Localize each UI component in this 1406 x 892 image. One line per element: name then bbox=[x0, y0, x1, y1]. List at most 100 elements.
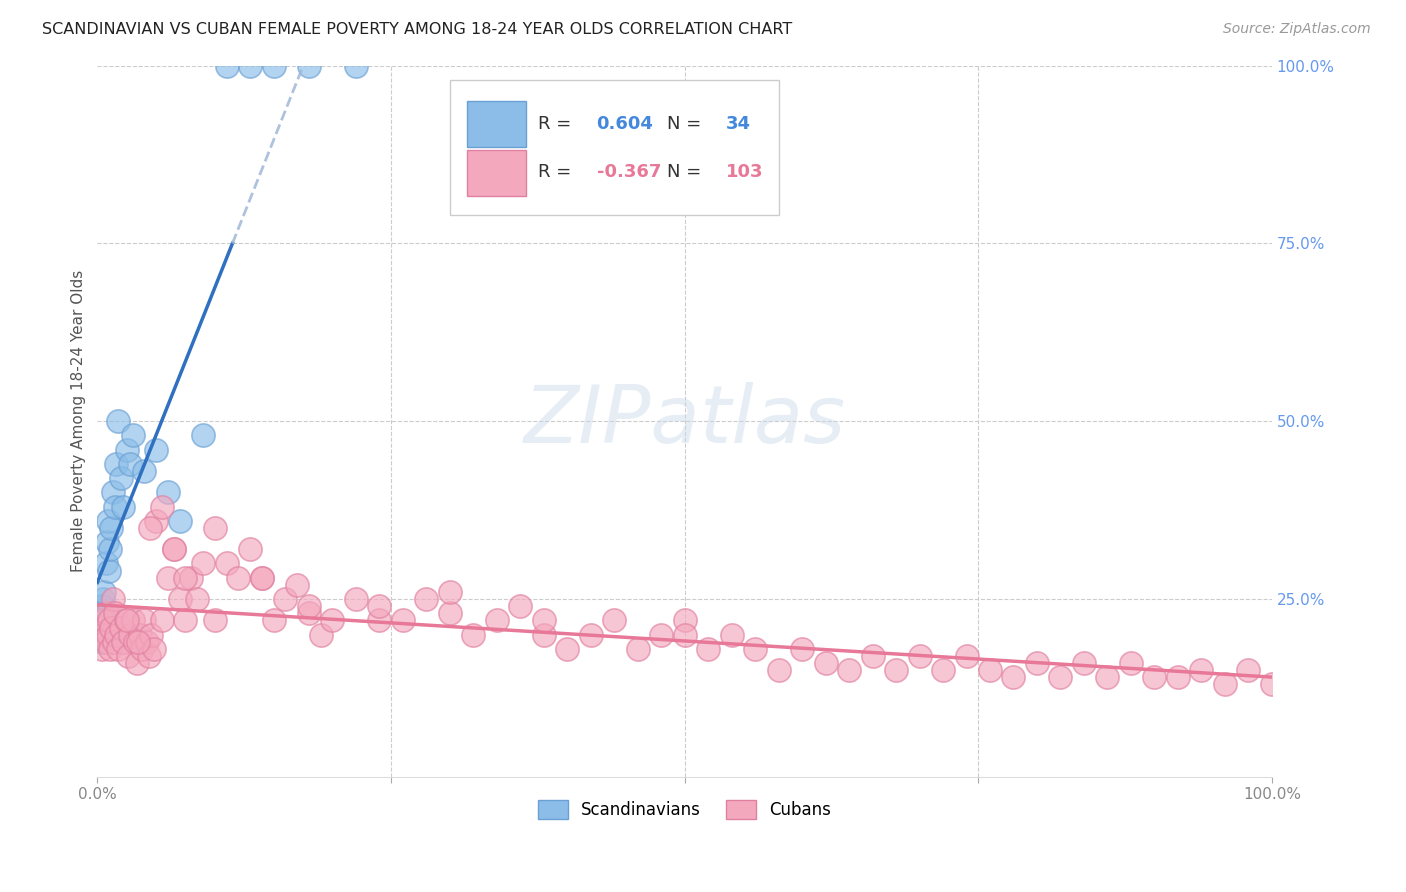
Point bbox=[250, 571, 273, 585]
Point bbox=[138, 648, 160, 663]
Point bbox=[98, 542, 121, 557]
Text: R =: R = bbox=[538, 163, 576, 181]
Point bbox=[91, 634, 114, 648]
Point bbox=[191, 557, 214, 571]
Point bbox=[485, 614, 508, 628]
Point bbox=[344, 592, 367, 607]
Point bbox=[250, 571, 273, 585]
Point bbox=[98, 564, 121, 578]
Point bbox=[128, 627, 150, 641]
Point bbox=[274, 592, 297, 607]
Point bbox=[650, 627, 672, 641]
Point bbox=[321, 614, 343, 628]
Point bbox=[103, 634, 125, 648]
FancyBboxPatch shape bbox=[467, 101, 526, 147]
Point bbox=[142, 641, 165, 656]
Point bbox=[139, 521, 162, 535]
Text: 103: 103 bbox=[725, 163, 763, 181]
Point bbox=[90, 607, 112, 621]
Point bbox=[163, 542, 186, 557]
Point bbox=[1049, 670, 1071, 684]
Text: -0.367: -0.367 bbox=[596, 163, 661, 181]
Point bbox=[285, 578, 308, 592]
Legend: Scandinavians, Cubans: Scandinavians, Cubans bbox=[531, 793, 838, 825]
Point bbox=[298, 59, 321, 73]
Point bbox=[127, 656, 149, 670]
Point bbox=[131, 641, 153, 656]
Point bbox=[98, 614, 121, 628]
Text: 34: 34 bbox=[725, 115, 751, 133]
FancyBboxPatch shape bbox=[450, 79, 779, 215]
Point bbox=[93, 585, 115, 599]
Point bbox=[110, 471, 132, 485]
Point bbox=[673, 627, 696, 641]
Point bbox=[1026, 656, 1049, 670]
Point bbox=[134, 614, 156, 628]
Point bbox=[862, 648, 884, 663]
Point bbox=[112, 634, 135, 648]
Point bbox=[932, 663, 955, 677]
Point bbox=[1097, 670, 1119, 684]
Point bbox=[101, 592, 124, 607]
Point bbox=[768, 663, 790, 677]
Point bbox=[134, 464, 156, 478]
Point bbox=[91, 641, 114, 656]
Point bbox=[97, 627, 120, 641]
Point bbox=[115, 614, 138, 628]
Point bbox=[156, 485, 179, 500]
Point bbox=[96, 535, 118, 549]
Point bbox=[100, 521, 122, 535]
Point bbox=[91, 599, 114, 614]
Point bbox=[979, 663, 1001, 677]
Point bbox=[1119, 656, 1142, 670]
Point bbox=[156, 571, 179, 585]
Point bbox=[1213, 677, 1236, 691]
Point bbox=[174, 614, 197, 628]
Point bbox=[239, 542, 262, 557]
Point bbox=[124, 634, 146, 648]
Point bbox=[790, 641, 813, 656]
Point bbox=[145, 514, 167, 528]
Point bbox=[204, 614, 226, 628]
Point bbox=[720, 627, 742, 641]
Point bbox=[91, 592, 114, 607]
Text: Source: ZipAtlas.com: Source: ZipAtlas.com bbox=[1223, 22, 1371, 37]
Point bbox=[163, 542, 186, 557]
Point bbox=[96, 607, 118, 621]
Point bbox=[186, 592, 208, 607]
Point bbox=[1237, 663, 1260, 677]
Point bbox=[110, 620, 132, 634]
Point bbox=[744, 641, 766, 656]
Point bbox=[627, 641, 650, 656]
Point bbox=[114, 614, 136, 628]
Point bbox=[105, 457, 128, 471]
Point bbox=[145, 442, 167, 457]
Point bbox=[1073, 656, 1095, 670]
Point bbox=[150, 500, 173, 514]
Point bbox=[174, 571, 197, 585]
Point bbox=[533, 614, 555, 628]
FancyBboxPatch shape bbox=[467, 150, 526, 195]
Point bbox=[509, 599, 531, 614]
Point bbox=[391, 614, 413, 628]
Point bbox=[215, 557, 238, 571]
Point bbox=[107, 414, 129, 428]
Point bbox=[98, 641, 121, 656]
Point bbox=[298, 599, 321, 614]
Text: ZIPatlas: ZIPatlas bbox=[523, 383, 845, 460]
Point bbox=[1143, 670, 1166, 684]
Point bbox=[1261, 677, 1284, 691]
Point bbox=[127, 634, 149, 648]
Point bbox=[439, 585, 461, 599]
Point bbox=[169, 592, 191, 607]
Point bbox=[955, 648, 977, 663]
Point bbox=[107, 641, 129, 656]
Point bbox=[908, 648, 931, 663]
Point bbox=[117, 648, 139, 663]
Point bbox=[463, 627, 485, 641]
Point bbox=[94, 634, 117, 648]
Point bbox=[141, 627, 163, 641]
Point bbox=[121, 614, 143, 628]
Text: SCANDINAVIAN VS CUBAN FEMALE POVERTY AMONG 18-24 YEAR OLDS CORRELATION CHART: SCANDINAVIAN VS CUBAN FEMALE POVERTY AMO… bbox=[42, 22, 793, 37]
Point bbox=[150, 614, 173, 628]
